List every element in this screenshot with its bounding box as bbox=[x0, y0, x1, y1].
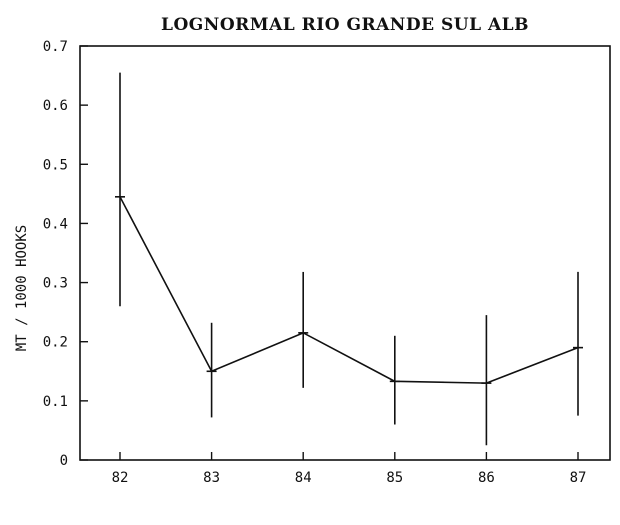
x-tick-label: 83 bbox=[203, 470, 220, 486]
y-tick-label: 0.5 bbox=[43, 157, 68, 173]
x-tick-label: 84 bbox=[295, 470, 312, 486]
error-bars bbox=[119, 72, 579, 446]
y-tick-label: 0.1 bbox=[43, 394, 68, 410]
plot-frame bbox=[79, 45, 611, 461]
y-tick-label: 0.7 bbox=[43, 39, 68, 55]
series-line bbox=[119, 196, 579, 384]
y-tick-label: 0.6 bbox=[43, 98, 68, 114]
x-axis: 82 83 84 85 86 87 bbox=[112, 452, 587, 486]
y-tick-label: 0.3 bbox=[43, 276, 68, 292]
data-points bbox=[115, 196, 583, 384]
y-axis: 0 0.1 0.2 0.3 0.4 0.5 0.6 0.7 bbox=[43, 39, 88, 469]
y-tick-label: 0.4 bbox=[43, 216, 68, 232]
chart-title: LOGNORMAL RIO GRANDE SUL ALB bbox=[161, 15, 529, 35]
x-tick-label: 87 bbox=[570, 470, 587, 486]
x-tick-label: 85 bbox=[386, 470, 403, 486]
y-tick-label: 0 bbox=[60, 453, 68, 469]
y-tick-label: 0.2 bbox=[43, 335, 68, 351]
x-tick-label: 82 bbox=[112, 470, 129, 486]
y-axis-label: MT / 1000 HOOKS bbox=[14, 225, 30, 351]
x-tick-label: 86 bbox=[478, 470, 495, 486]
